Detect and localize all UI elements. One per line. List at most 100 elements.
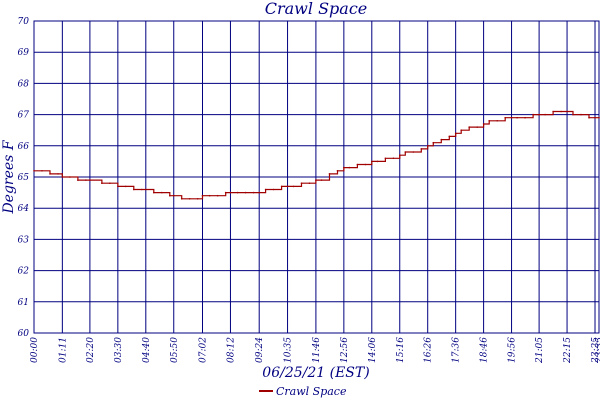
grid [34, 20, 599, 334]
data-point [328, 173, 331, 175]
data-point [336, 170, 339, 172]
data-point [404, 151, 407, 153]
data-point [454, 132, 457, 135]
data-point [371, 160, 373, 163]
data-point [476, 126, 479, 128]
y-axis-ticks: 60 61 62 63 64 65 66 67 68 69 70 [18, 17, 30, 339]
data-point [552, 110, 554, 113]
x-tick-label: 03:30 [114, 337, 124, 363]
data-point [252, 191, 255, 194]
y-tick-label: 65 [18, 173, 30, 183]
x-axis-ticks: 00:00 01:11 02:20 03:30 04:40 05:50 07:02 08:12… [30, 337, 600, 364]
x-tick-label: 22:15 [563, 337, 573, 364]
data-point [41, 170, 43, 172]
y-axis-title: Degrees F [1, 139, 17, 214]
data-point [376, 160, 379, 163]
data-point [109, 182, 111, 184]
x-tick-label: 07:02 [199, 337, 209, 363]
legend-label: Crawl Space [276, 385, 347, 398]
y-tick-label: 63 [18, 235, 30, 245]
data-point [468, 126, 471, 128]
x-tick-label: 19:56 [508, 337, 518, 363]
data-point [180, 198, 183, 200]
data-point [188, 198, 191, 200]
y-tick-label: 60 [18, 329, 30, 339]
data-point [280, 185, 283, 188]
legend: Crawl Space [259, 385, 347, 398]
plot-area-frame [33, 20, 600, 334]
x-tick-label: 09:24 [255, 337, 265, 363]
data-point [364, 163, 367, 166]
data-point [169, 194, 171, 197]
data-point [524, 116, 526, 119]
data-point [566, 110, 568, 113]
data-point [356, 163, 359, 166]
x-tick-label: 15:16 [396, 337, 406, 363]
data-point [315, 179, 317, 181]
data-point [141, 188, 143, 191]
data-point [384, 157, 387, 160]
data-point [588, 116, 590, 119]
data-point [598, 116, 600, 119]
data-point [308, 182, 311, 184]
y-tick-label: 64 [18, 204, 30, 214]
series-line [34, 110, 599, 200]
data-point [272, 188, 275, 191]
data-point [69, 176, 71, 178]
x-tick-label: 18:46 [480, 337, 490, 363]
data-point [208, 194, 211, 197]
data-point [173, 194, 175, 197]
data-point [343, 166, 345, 169]
data-point [49, 173, 51, 175]
y-tick-label: 69 [18, 48, 30, 58]
data-point [236, 191, 239, 194]
data-point [85, 179, 87, 181]
data-point [117, 185, 119, 188]
x-tick-label: 08:12 [226, 337, 236, 363]
x-tick-label: 23:25 [591, 337, 600, 364]
data-point [77, 179, 79, 181]
data-point [560, 110, 562, 113]
data-point [420, 148, 423, 150]
y-tick-label: 68 [18, 79, 30, 89]
x-axis-title: 06/25/21 (EST) [262, 365, 369, 381]
data-point [510, 116, 513, 119]
series-layer [33, 110, 600, 200]
data-point [482, 123, 485, 125]
x-tick-label: 10:35 [284, 337, 294, 363]
data-point [264, 188, 267, 191]
data-point [61, 176, 64, 178]
data-point [300, 182, 303, 184]
data-point [348, 166, 351, 169]
data-point [448, 135, 451, 138]
data-point [161, 191, 163, 194]
data-point [145, 188, 147, 191]
data-point [496, 120, 499, 122]
x-tick-label: 21:05 [535, 337, 545, 364]
data-point [33, 170, 35, 172]
data-point [286, 185, 289, 188]
data-point [89, 179, 91, 181]
chart-title: Crawl Space [265, 0, 368, 18]
y-tick-label: 61 [18, 298, 29, 308]
data-point [544, 113, 546, 116]
x-tick-label: 04:40 [142, 337, 152, 363]
data-point [244, 191, 247, 194]
data-point [594, 116, 596, 119]
data-point [101, 182, 103, 184]
data-point [504, 116, 507, 119]
x-tick-label: 14:06 [368, 337, 378, 363]
data-point [153, 191, 155, 194]
y-tick-label: 67 [18, 111, 30, 121]
data-point [201, 194, 204, 197]
x-tick-label: 01:11 [58, 337, 68, 363]
x-tick-label: 12:56 [340, 337, 350, 363]
data-point [224, 191, 227, 194]
x-tick-label: 23:35 [595, 337, 600, 364]
data-point [426, 145, 429, 147]
data-point [125, 185, 127, 188]
data-point [460, 129, 463, 131]
data-point [196, 198, 199, 200]
data-point [516, 116, 518, 119]
data-point [133, 188, 135, 191]
